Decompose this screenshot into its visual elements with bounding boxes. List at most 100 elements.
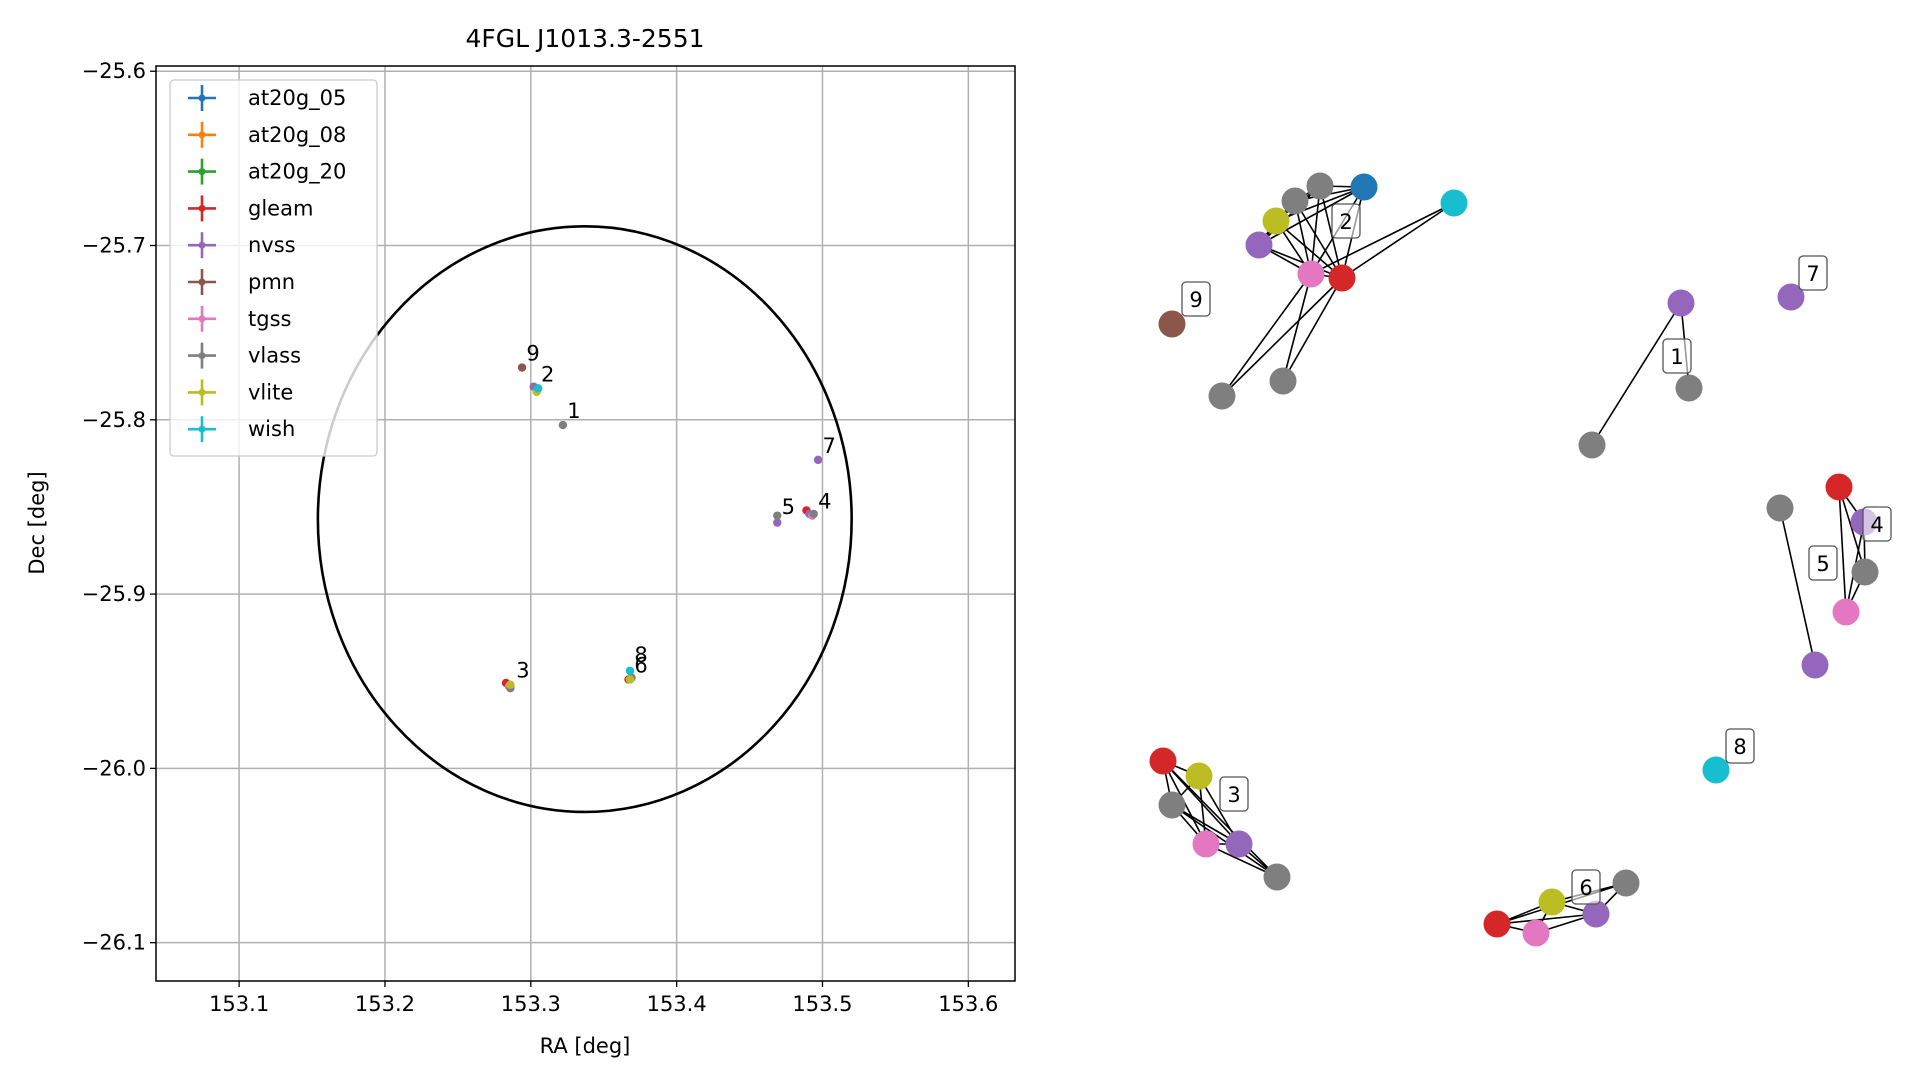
legend-marker-dot	[198, 131, 206, 139]
legend-marker-dot	[198, 278, 206, 286]
y-axis-label: Dec [deg]	[25, 471, 49, 574]
legend-marker-dot	[198, 94, 206, 102]
graph-label-text: 1	[1670, 345, 1683, 369]
graph-node	[1158, 310, 1186, 338]
legend-label: vlite	[248, 380, 293, 404]
legend-entry: nvss	[188, 232, 296, 259]
graph-label-text: 8	[1733, 735, 1746, 759]
point-vlass	[809, 509, 818, 519]
graph-edge	[1162, 760, 1278, 878]
graph-label: 4	[1862, 506, 1892, 542]
x-tick-label: 153.1	[209, 992, 269, 1016]
y-tick-label: −25.7	[82, 234, 146, 258]
y-tick-label: −25.6	[82, 59, 146, 83]
point-label: 7	[822, 434, 835, 458]
graph-label-box	[1331, 203, 1361, 239]
graph-node	[1578, 431, 1606, 459]
graph-node	[1667, 289, 1695, 317]
point-label: 2	[541, 362, 554, 386]
legend-label: pmn	[248, 270, 295, 294]
point-wish	[533, 384, 543, 393]
graph-edge	[1221, 277, 1343, 397]
graph-node	[1825, 473, 1853, 501]
graph-label-box	[1808, 545, 1838, 581]
x-tick-label: 153.5	[792, 992, 852, 1016]
point-wish	[625, 666, 635, 675]
x-tick-label: 153.6	[938, 992, 998, 1016]
legend-entry: gleam	[188, 195, 313, 222]
graph-edge	[1838, 486, 1847, 613]
graph-node	[1192, 830, 1220, 858]
y-tick-label: −26.1	[82, 931, 146, 955]
y-tick-label: −25.9	[82, 582, 146, 606]
y-tick-label: −25.8	[82, 408, 146, 432]
graph-node	[1269, 367, 1297, 395]
point-label: 4	[818, 490, 831, 514]
legend-label: vlass	[248, 344, 301, 368]
graph-label-box	[1662, 338, 1692, 374]
graph-label: 9	[1181, 281, 1211, 317]
network-graph: 1 2 3 4 5 6 7 8 9	[1149, 172, 1892, 947]
graph-label-text: 3	[1227, 783, 1240, 807]
graph-edge	[1310, 202, 1455, 275]
graph-node	[1777, 283, 1805, 311]
graph-node	[1263, 863, 1291, 891]
legend-entry: at20g_08	[188, 121, 346, 148]
error-ellipse-shape	[316, 225, 853, 814]
graph-node	[1766, 494, 1794, 522]
graph-label: 3	[1219, 776, 1249, 812]
graph-node	[1675, 374, 1703, 402]
graph-node	[1851, 558, 1879, 586]
graph-node	[1801, 651, 1829, 679]
graph-label-text: 6	[1579, 876, 1592, 900]
graph-node	[1149, 747, 1177, 775]
point-label: 5	[782, 495, 795, 519]
legend-marker-dot	[198, 352, 206, 360]
x-tick-label: 153.3	[501, 992, 561, 1016]
graph-node	[1225, 830, 1253, 858]
graph-label: 1	[1662, 338, 1692, 374]
graph-node	[1297, 260, 1325, 288]
x-tick-label: 153.4	[647, 992, 707, 1016]
point-label: 3	[516, 659, 529, 683]
legend-entry: vlite	[188, 379, 293, 406]
legend-marker-dot	[198, 315, 206, 323]
graph-label-box	[1219, 776, 1249, 812]
point-vlass	[773, 511, 782, 520]
point-pmn	[517, 363, 527, 372]
grid	[156, 66, 1015, 981]
graph-node	[1281, 187, 1309, 215]
graph-label-box	[1725, 728, 1755, 764]
legend-entry: vlass	[188, 342, 301, 369]
legend-marker-dot	[198, 425, 206, 433]
graph-node	[1538, 888, 1566, 916]
point-labels: 12 3 45 6 7 8 9	[516, 342, 836, 683]
graph-node	[1582, 900, 1610, 928]
graph-node	[1702, 756, 1730, 784]
graph-edge	[1310, 185, 1321, 275]
point-vlite	[506, 680, 515, 689]
legend-marker-dot	[198, 388, 206, 396]
graph-edge	[1779, 507, 1816, 666]
graph-label: 8	[1725, 728, 1755, 764]
x-tick-label: 153.2	[355, 992, 415, 1016]
chart-title: 4FGL J1013.3-2551	[465, 24, 704, 53]
error-ellipse	[316, 225, 853, 814]
graph-node	[1483, 910, 1511, 938]
point-vlite	[625, 675, 635, 684]
graph-edge	[1258, 185, 1321, 246]
y-tick-label: −26.0	[82, 756, 146, 780]
graph-edge	[1591, 302, 1682, 446]
graph-edge	[1341, 202, 1455, 279]
graph-node	[1208, 382, 1236, 410]
point-label: 6	[634, 654, 647, 678]
graph-edge	[1282, 273, 1312, 382]
graph-label-box	[1862, 506, 1892, 542]
graph-label: 7	[1798, 255, 1828, 291]
graph-label: 5	[1808, 545, 1838, 581]
graph-node	[1328, 264, 1356, 292]
